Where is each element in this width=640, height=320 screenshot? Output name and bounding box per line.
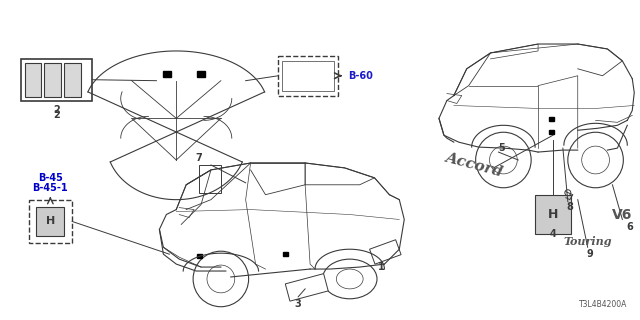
Bar — [197, 254, 202, 258]
Bar — [20, 59, 92, 100]
Bar — [282, 61, 334, 91]
Bar — [284, 252, 288, 256]
Text: 3: 3 — [295, 299, 301, 309]
Bar — [197, 71, 205, 77]
Bar — [369, 240, 401, 264]
Text: T3L4B4200A: T3L4B4200A — [579, 300, 627, 309]
Text: H: H — [45, 216, 55, 227]
Bar — [199, 165, 221, 193]
Bar — [549, 130, 554, 134]
Text: 9: 9 — [586, 249, 593, 259]
Text: 4: 4 — [550, 229, 556, 239]
Bar — [285, 274, 328, 301]
Bar — [535, 195, 571, 234]
Text: V6: V6 — [612, 208, 632, 221]
Text: B-60: B-60 — [348, 71, 372, 81]
Bar — [24, 63, 42, 97]
Bar — [163, 71, 172, 77]
Text: 1: 1 — [378, 262, 385, 272]
Text: 8: 8 — [566, 202, 573, 212]
Bar — [64, 63, 81, 97]
Text: B-45-1: B-45-1 — [33, 183, 68, 193]
Bar — [549, 117, 554, 121]
Text: 5: 5 — [498, 143, 505, 153]
Text: 6: 6 — [626, 222, 633, 232]
Bar — [36, 207, 64, 236]
Bar — [278, 56, 338, 96]
Bar — [44, 63, 61, 97]
Text: B-45: B-45 — [38, 173, 63, 183]
Text: 7: 7 — [196, 153, 202, 163]
Text: Accord: Accord — [444, 150, 504, 180]
Text: 2: 2 — [53, 110, 60, 120]
Text: 2: 2 — [53, 105, 60, 116]
Text: Touring: Touring — [563, 236, 612, 247]
FancyBboxPatch shape — [29, 200, 72, 243]
Text: H: H — [548, 208, 558, 221]
